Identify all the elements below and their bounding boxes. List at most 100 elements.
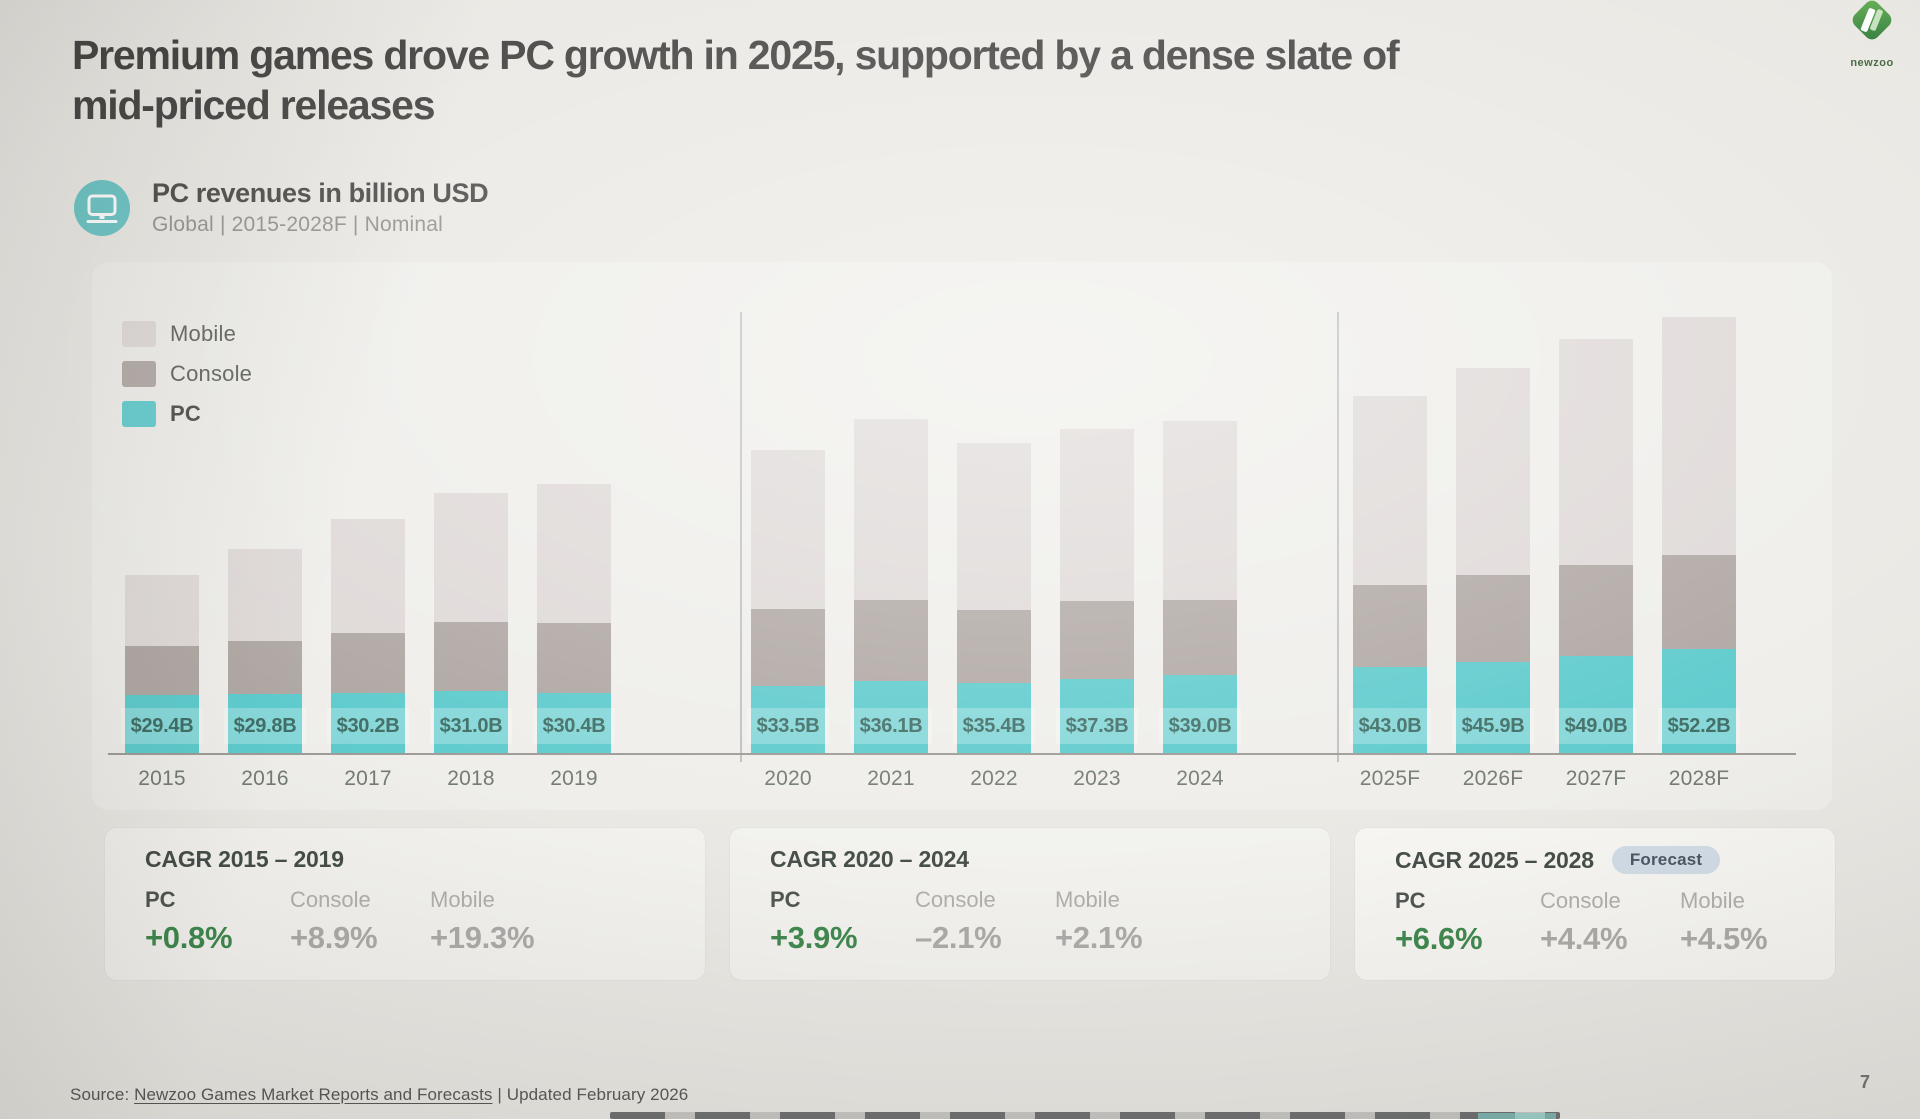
bar-segment-console (1060, 601, 1134, 679)
bar-2023: $37.3B 2023 (1056, 429, 1138, 790)
bar-2016: $29.8B 2016 (224, 548, 306, 790)
bar-segment-console (228, 641, 302, 694)
bar-segment-mobile (1163, 420, 1237, 600)
page-title-line1: Premium games drove PC growth in 2025, s… (72, 32, 1400, 78)
bar-segment-pc (1662, 649, 1736, 753)
legend-swatch-pc (122, 401, 156, 427)
bar-segment-pc (125, 694, 199, 753)
bar-value-label: $29.4B (121, 708, 203, 744)
bar-value-label: $33.5B (747, 708, 829, 744)
bar-segment-pc (854, 681, 928, 753)
x-axis-label-2023: 2023 (1073, 767, 1121, 790)
bar-2025F: $43.0B 2025F (1349, 395, 1431, 790)
photo-bottom-edge-accent (1478, 1113, 1556, 1119)
newzoo-logo-icon (1843, 0, 1901, 58)
bar-segment-console (331, 633, 405, 693)
legend-label-mobile: Mobile (170, 321, 237, 346)
bar-2015: $29.4B 2015 (121, 575, 203, 790)
bar-2017: $30.2B 2017 (327, 518, 409, 790)
source-suffix: | Updated February 2026 (492, 1085, 689, 1104)
group-divider-2024-2025 (1337, 312, 1339, 762)
bar-segment-pc (957, 682, 1031, 753)
bar-segment-console (1662, 554, 1736, 650)
legend-swatch-mobile (122, 321, 156, 347)
group-divider-2019-2020 (740, 312, 742, 762)
bar-segment-mobile (1559, 339, 1633, 565)
bar-segment-pc (331, 692, 405, 753)
bar-segment-console (537, 622, 611, 693)
source-link[interactable]: Newzoo Games Market Reports and Forecast… (134, 1085, 493, 1104)
x-axis-label-2024: 2024 (1176, 767, 1224, 790)
bar-segment-console (1163, 599, 1237, 676)
bar-2020: $33.5B 2020 (747, 449, 829, 790)
bar-segment-pc (1163, 675, 1237, 753)
cagr-metric-pc: PC +3.9% (770, 887, 858, 955)
bar-segment-console (434, 621, 508, 692)
bar-segment-console (751, 608, 825, 687)
cagr-card-title: CAGR 2015 – 2019 (145, 846, 344, 872)
bar-segment-mobile (434, 493, 508, 622)
cagr-card-2020-2024: CAGR 2020 – 2024 PC +3.9% Console –2.1% … (730, 828, 1330, 980)
x-axis-label-2015: 2015 (138, 767, 186, 790)
bar-value-label: $43.0B (1349, 708, 1431, 744)
bar-value-label: $36.1B (850, 708, 932, 744)
cagr-card-2025-2028: CAGR 2025 – 2028 Forecast PC +6.6% Conso… (1355, 828, 1835, 980)
page-number: 7 (1859, 1072, 1870, 1092)
cagr-metric-pc: PC +6.6% (1395, 888, 1483, 956)
bar-value-label: $31.0B (430, 708, 512, 744)
cagr-metric-pc: PC +0.8% (145, 887, 233, 955)
bar-value-label: $52.2B (1658, 708, 1740, 744)
bar-segment-console (1559, 565, 1633, 656)
x-axis-label-2028F: 2028F (1668, 767, 1730, 790)
bar-group-3: $43.0B 2025F $45.9B 2026F $49.0B 2027F $52.2B 2… (1349, 316, 1740, 790)
bar-segment-pc (751, 686, 825, 753)
legend-swatch-console (122, 361, 156, 387)
bar-value-label: $39.0B (1159, 708, 1241, 744)
bar-segment-mobile (537, 483, 611, 623)
x-axis-label-2016: 2016 (241, 767, 289, 790)
chart-legend: Mobile Console PC (122, 314, 252, 434)
bar-segment-pc (1456, 661, 1530, 753)
x-axis-label-2020: 2020 (764, 767, 812, 790)
bar-2021: $36.1B 2021 (850, 418, 932, 790)
bar-segment-console (125, 645, 199, 695)
pc-monitor-icon (74, 179, 130, 236)
page-title: Premium games drove PC growth in 2025, s… (72, 30, 1400, 131)
bar-segment-mobile (957, 442, 1031, 611)
bar-segment-mobile (1456, 368, 1530, 576)
bar-group-1: $29.4B 2015 $29.8B 2016 $30.2B 2017 $31.0B 2018… (121, 483, 615, 790)
forecast-badge: Forecast (1611, 846, 1721, 874)
bar-segment-console (1456, 575, 1530, 662)
bar-value-label: $29.8B (224, 708, 306, 744)
legend-item-pc: PC (122, 394, 252, 434)
bar-2022: $35.4B 2022 (953, 442, 1035, 790)
newzoo-logo-text: newzoo (1850, 57, 1894, 69)
bar-2019: $30.4B 2019 (533, 483, 615, 790)
x-axis-label-2025F: 2025F (1359, 767, 1421, 790)
bar-2018: $31.0B 2018 (430, 493, 512, 790)
x-axis-label-2017: 2017 (344, 767, 392, 790)
bar-2027F: $49.0B 2027F (1555, 339, 1637, 790)
chart-title: PC revenues in billion USD (152, 178, 489, 208)
bar-segment-console (854, 599, 928, 682)
bar-2024: $39.0B 2024 (1159, 420, 1241, 790)
bar-segment-mobile (1353, 395, 1427, 585)
cagr-card-title: CAGR 2025 – 2028 (1395, 846, 1594, 873)
bar-segment-pc (1559, 655, 1633, 753)
bar-value-label: $30.2B (327, 708, 409, 744)
chart-subtitle: Global | 2015-2028F | Nominal (152, 213, 444, 236)
source-prefix: Source: (70, 1085, 135, 1104)
x-axis-line (108, 753, 1796, 755)
bar-segment-mobile (751, 449, 825, 609)
bar-segment-mobile (1060, 429, 1134, 602)
chart-panel: Mobile Console PC $29.4B 2015 $29.8B 2016 $3… (92, 262, 1832, 810)
cagr-metric-console: Console +8.9% (290, 887, 378, 955)
bar-value-label: $30.4B (533, 708, 615, 744)
legend-item-console: Console (122, 354, 252, 394)
bar-segment-console (1353, 584, 1427, 668)
bar-segment-mobile (228, 548, 302, 642)
bar-value-label: $37.3B (1056, 708, 1138, 744)
x-axis-label-2019: 2019 (550, 767, 598, 790)
bar-segment-mobile (854, 418, 928, 600)
